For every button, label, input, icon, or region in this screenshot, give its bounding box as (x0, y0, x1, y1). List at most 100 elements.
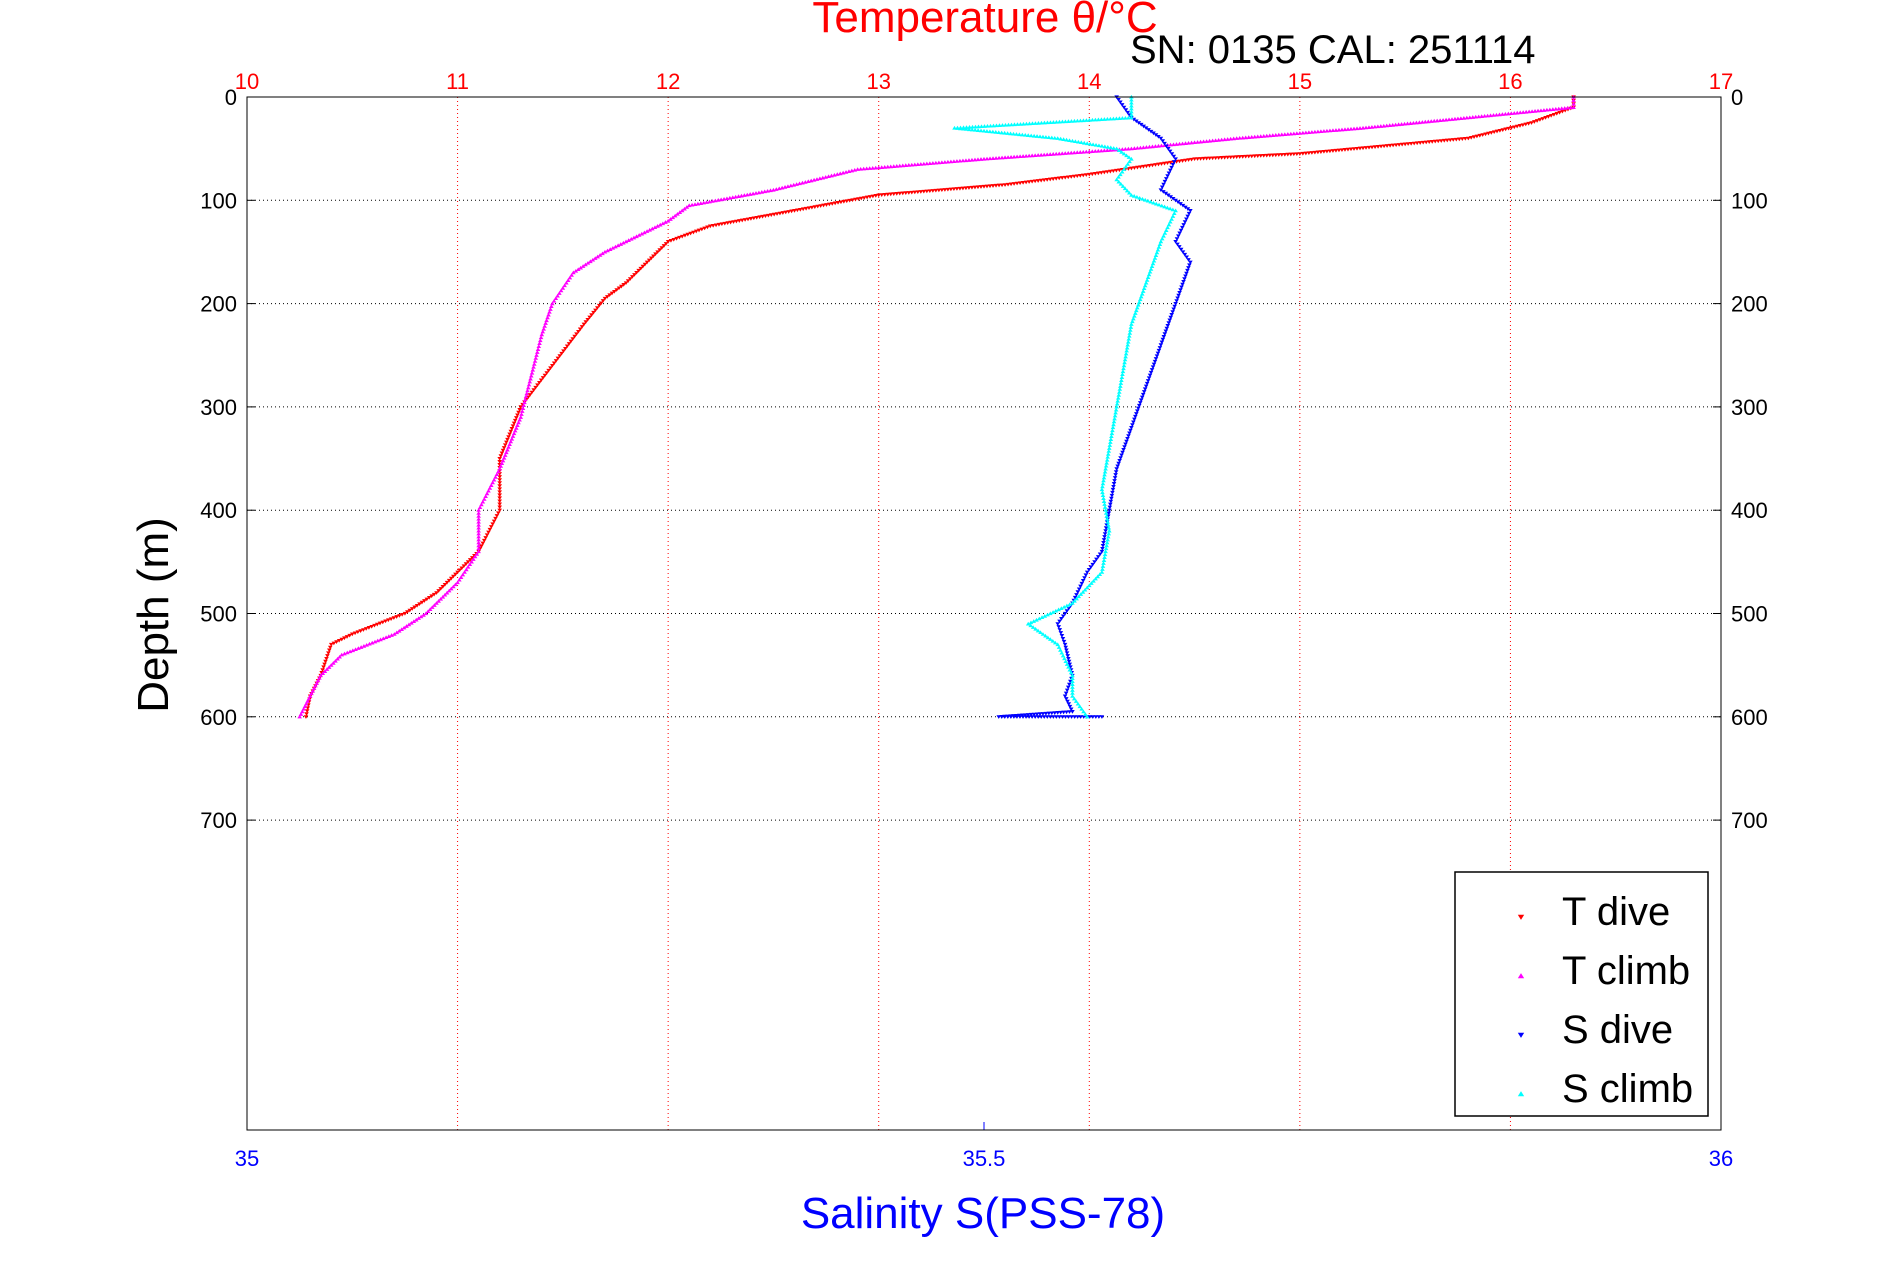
data-point (446, 578, 452, 583)
data-point (399, 612, 405, 617)
data-point (1062, 611, 1068, 616)
data-point (528, 376, 533, 381)
data-point (495, 469, 501, 474)
data-point (555, 293, 560, 298)
depth-tick-label-right: 0 (1731, 85, 1743, 110)
data-point (1153, 201, 1159, 206)
data-point (491, 477, 497, 482)
data-point (565, 278, 571, 282)
data-point (361, 628, 366, 632)
data-point (659, 246, 665, 250)
data-point (337, 654, 342, 659)
data-point (650, 226, 655, 231)
data-point (542, 324, 547, 328)
data-point (303, 701, 309, 706)
data-point (1062, 694, 1068, 699)
data-point (1052, 640, 1058, 645)
data-point (424, 597, 430, 602)
data-point (1039, 120, 1044, 125)
data-point (1042, 120, 1047, 125)
data-point (685, 232, 691, 237)
legend-label-t-dive: T dive (1562, 890, 1670, 934)
data-point (1109, 496, 1114, 501)
data-point (1116, 461, 1121, 466)
data-point (1117, 116, 1122, 120)
data-point (407, 608, 413, 613)
data-point (1161, 233, 1166, 238)
data-point (1155, 351, 1161, 356)
data-point (333, 658, 338, 663)
data-point (1107, 443, 1113, 447)
data-point (1540, 117, 1546, 121)
data-point (469, 559, 474, 564)
data-point (493, 475, 498, 479)
data-point (1273, 153, 1279, 158)
data-point (1167, 168, 1173, 173)
data-point (491, 519, 497, 524)
data-point (538, 335, 544, 340)
data-point (301, 706, 306, 711)
data-point (1288, 152, 1294, 157)
data-point (356, 646, 361, 650)
depth-tick-label-right: 600 (1731, 705, 1768, 730)
data-point (1112, 476, 1118, 480)
data-point (1117, 459, 1122, 463)
data-point (570, 337, 576, 341)
data-point (1126, 115, 1131, 120)
data-point (991, 123, 996, 128)
data-point (1546, 115, 1551, 119)
temperature-tick-label: 12 (656, 69, 680, 94)
data-point (423, 611, 429, 616)
data-point (1158, 343, 1164, 347)
data-point (958, 125, 963, 130)
data-point (1068, 679, 1073, 684)
data-point (1153, 133, 1159, 137)
data-point (462, 570, 467, 574)
axes-frame (246, 96, 1722, 1131)
data-point (1531, 120, 1537, 124)
data-point (1180, 203, 1186, 208)
data-point (309, 691, 314, 696)
data-point (1131, 316, 1136, 321)
data-point (1173, 301, 1178, 306)
data-point (616, 286, 622, 291)
data-point (668, 238, 674, 243)
data-point (1115, 395, 1121, 400)
data-point (1177, 231, 1182, 236)
data-point (996, 715, 1002, 719)
data-point (1166, 321, 1172, 325)
data-point (1240, 155, 1246, 159)
data-point (550, 363, 555, 368)
data-point (444, 590, 450, 595)
data-point (1150, 365, 1156, 370)
data-point (497, 456, 502, 461)
data-point (1129, 322, 1134, 326)
data-point (310, 688, 316, 693)
data-point (1060, 653, 1066, 658)
data-point (1134, 119, 1139, 124)
data-point (1116, 179, 1122, 184)
data-point (1086, 583, 1092, 588)
data-point (1002, 715, 1008, 719)
data-point (1066, 715, 1071, 719)
data-point (1104, 457, 1110, 462)
data-point (1172, 304, 1177, 309)
data-point (651, 254, 656, 259)
data-point (412, 605, 417, 610)
data-point (1161, 335, 1167, 339)
data-point (1119, 103, 1125, 107)
data-point (1156, 134, 1161, 139)
salinity-tick-label: 36 (1709, 1146, 1733, 1171)
data-point (1162, 141, 1167, 146)
data-point (497, 493, 502, 498)
data-point (1129, 97, 1134, 102)
data-point (1114, 404, 1119, 409)
data-point (1126, 146, 1131, 151)
data-point (1113, 410, 1118, 415)
data-point (1057, 119, 1062, 124)
data-point (1059, 617, 1064, 621)
data-point (388, 617, 394, 622)
data-point (1102, 469, 1108, 474)
data-point (372, 639, 378, 644)
data-point (607, 293, 612, 298)
